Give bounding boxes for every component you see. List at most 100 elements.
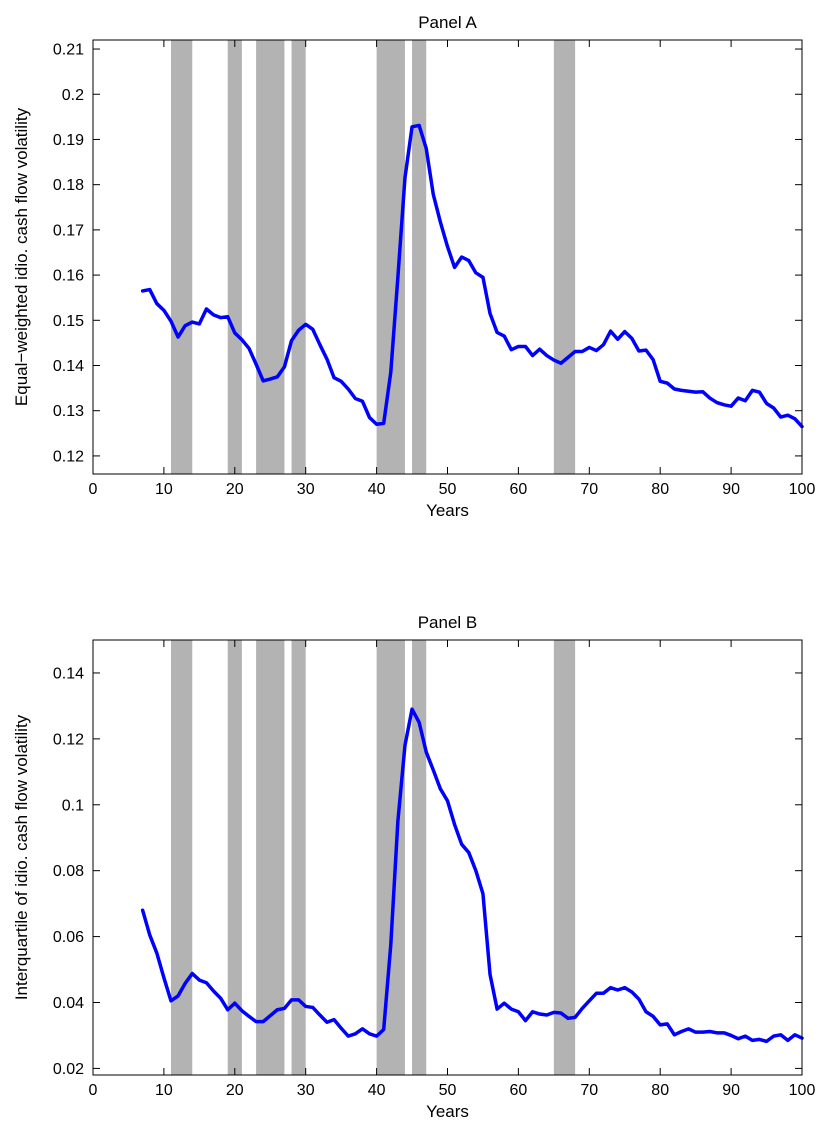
- data-point: [475, 272, 477, 274]
- data-point: [652, 1015, 654, 1017]
- data-point: [581, 350, 583, 352]
- x-axis-label: Years: [426, 501, 469, 520]
- y-tick-label: 0.08: [53, 863, 84, 880]
- data-point: [198, 979, 200, 981]
- data-point: [482, 893, 484, 895]
- shaded-period: [256, 640, 285, 1075]
- x-tick-label: 10: [155, 481, 173, 498]
- data-point: [205, 982, 207, 984]
- data-point: [425, 147, 427, 149]
- data-point: [191, 972, 193, 974]
- data-point: [553, 359, 555, 361]
- data-point: [560, 362, 562, 364]
- x-tick-label: 90: [722, 1082, 740, 1099]
- data-point: [460, 843, 462, 845]
- data-point: [404, 744, 406, 746]
- data-point: [602, 992, 604, 994]
- data-point: [574, 350, 576, 352]
- data-point: [212, 990, 214, 992]
- data-point: [191, 321, 193, 323]
- shaded-period: [412, 640, 427, 1075]
- x-tick-label: 60: [510, 481, 528, 498]
- data-point: [638, 998, 640, 1000]
- data-point: [149, 288, 151, 290]
- data-point: [397, 820, 399, 822]
- y-tick-label: 0.13: [53, 403, 84, 420]
- data-point: [198, 323, 200, 325]
- data-point: [744, 1035, 746, 1037]
- shaded-period: [170, 40, 193, 474]
- shaded-period: [553, 640, 576, 1075]
- data-point: [404, 177, 406, 179]
- data-point: [631, 991, 633, 993]
- data-point: [716, 401, 718, 403]
- x-tick-label: 100: [789, 1082, 816, 1099]
- data-point: [538, 348, 540, 350]
- y-tick-label: 0.14: [53, 358, 84, 375]
- data-point: [673, 1034, 675, 1036]
- data-point: [418, 124, 420, 126]
- data-point: [581, 1007, 583, 1009]
- data-point: [624, 330, 626, 332]
- x-tick-label: 20: [226, 481, 244, 498]
- data-point: [312, 1006, 314, 1008]
- data-point: [390, 944, 392, 946]
- y-tick-label: 0.15: [53, 313, 84, 330]
- data-point: [163, 309, 165, 311]
- data-point: [475, 869, 477, 871]
- data-point: [361, 400, 363, 402]
- data-point: [283, 1007, 285, 1009]
- data-point: [624, 986, 626, 988]
- data-point: [170, 1000, 172, 1002]
- data-point: [524, 1019, 526, 1021]
- data-point: [489, 973, 491, 975]
- y-tick-label: 0.12: [53, 731, 84, 748]
- data-point: [772, 407, 774, 409]
- data-point: [787, 414, 789, 416]
- data-point: [758, 1038, 760, 1040]
- data-point: [631, 337, 633, 339]
- shaded-period: [412, 40, 427, 474]
- data-point: [439, 221, 441, 223]
- data-point: [780, 416, 782, 418]
- data-point: [262, 380, 264, 382]
- y-tick-label: 0.2: [62, 87, 84, 104]
- series-line: [140, 707, 804, 1044]
- data-point: [638, 350, 640, 352]
- data-point: [538, 1013, 540, 1015]
- data-point: [262, 1020, 264, 1022]
- x-tick-label: 80: [651, 481, 669, 498]
- data-point: [276, 376, 278, 378]
- panel-a: 0 10 20 30 40 50 60 70 80 90 100 0.12 0.13 0.14 0.15 0.…: [12, 13, 815, 520]
- x-tick-label: 70: [580, 1082, 598, 1099]
- data-point: [616, 338, 618, 340]
- data-point: [616, 989, 618, 991]
- data-point: [305, 1005, 307, 1007]
- data-point: [141, 909, 143, 911]
- data-point: [694, 1031, 696, 1033]
- data-point: [347, 388, 349, 390]
- y-tick-label: 0.14: [53, 665, 84, 682]
- data-point: [319, 344, 321, 346]
- data-point: [730, 1034, 732, 1036]
- data-point: [794, 418, 796, 420]
- data-point: [489, 312, 491, 314]
- data-point: [765, 1040, 767, 1042]
- data-point: [354, 397, 356, 399]
- data-point: [645, 349, 647, 351]
- data-point: [283, 366, 285, 368]
- data-point: [241, 339, 243, 341]
- data-point: [432, 769, 434, 771]
- x-tick-label: 40: [368, 1082, 386, 1099]
- data-point: [680, 1030, 682, 1032]
- data-point: [524, 345, 526, 347]
- data-point: [460, 256, 462, 258]
- data-point: [468, 259, 470, 261]
- shaded-period: [553, 40, 576, 474]
- data-point: [496, 1008, 498, 1010]
- y-axis-label: Equal−weighted idio. cash flow volatilit…: [12, 107, 31, 406]
- data-point: [531, 354, 533, 356]
- data-point: [546, 1014, 548, 1016]
- y-tick-label: 0.19: [53, 132, 84, 149]
